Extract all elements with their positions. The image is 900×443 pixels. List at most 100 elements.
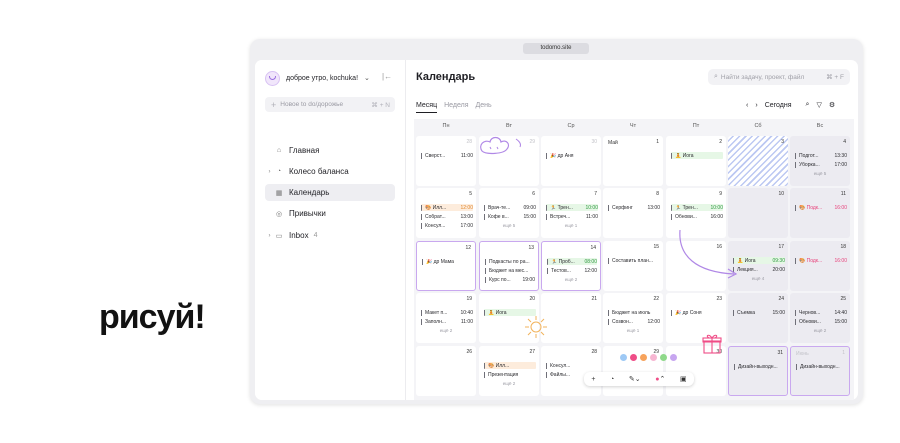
sidebar-item-inbox[interactable]: › ▭ Inbox 4 <box>265 227 395 244</box>
sidebar-item-habits[interactable]: ◎ Привычки <box>265 205 395 222</box>
calendar-event[interactable]: 🎨 Подк... 16:00 <box>795 204 847 211</box>
more-events-link[interactable]: ещё 2 <box>564 277 578 282</box>
calendar-event[interactable]: 🎨 Илл... 12:00 <box>421 204 473 211</box>
more-events-link[interactable]: ещё 1 <box>564 223 578 228</box>
today-button[interactable]: Сегодня <box>764 101 792 109</box>
calendar-event[interactable]: Подкасты по ра... <box>485 258 535 265</box>
collapse-sidebar-icon[interactable]: |← <box>382 72 393 81</box>
color-swatch[interactable] <box>650 354 657 361</box>
day-cell[interactable]: 22 Бюджет на июль Созвон... 12:00 ещё 1 <box>603 293 663 343</box>
day-cell[interactable]: 28 Сверст... 11:00 <box>416 136 476 186</box>
day-cell[interactable]: 14 🏃 Проб... 08:00 Тестов... 12:00 ещё 2 <box>541 241 601 291</box>
more-events-link[interactable]: ещё 2 <box>502 381 516 386</box>
calendar-event[interactable]: 🎉 др Аня <box>546 152 598 159</box>
more-events-link[interactable]: ещё 4 <box>751 276 765 281</box>
prev-icon[interactable]: ‹ <box>746 101 749 109</box>
calendar-event[interactable]: Заполн... 11:00 <box>421 318 473 325</box>
more-events-link[interactable]: ещё 5 <box>502 223 516 228</box>
chevron-right-icon[interactable]: › <box>268 232 271 239</box>
day-cell[interactable]: 5 🎨 Илл... 12:00 Собрат... 13:00 Консул... 17:… <box>416 188 476 238</box>
day-cell[interactable]: 31 Дизайн-выходн... <box>728 346 788 396</box>
day-cell[interactable]: 26 <box>416 346 476 396</box>
new-task-input[interactable]: + Новое to do/дорожье ⌘ + N <box>265 97 395 112</box>
day-cell[interactable]: 1 Июнь Дизайн-выходн... <box>790 346 850 396</box>
calendar-event[interactable]: Сверст... 11:00 <box>421 152 473 159</box>
calendar-event[interactable]: Лекция... 20:00 <box>733 266 785 273</box>
day-cell[interactable]: 11 🎨 Подк... 16:00 <box>790 188 850 238</box>
pen-icon[interactable]: ✎⌄ <box>628 376 641 383</box>
day-cell[interactable]: 27 🎨 Илл... Презентация ещё 2 <box>479 346 539 396</box>
calendar-event[interactable]: Собрат... 13:00 <box>421 213 473 220</box>
day-cell[interactable]: 25 Чернов... 14:40 Обнови... 15:00 ещё 2 <box>790 293 850 343</box>
chevron-right-icon[interactable]: › <box>268 168 271 175</box>
calendar-event[interactable]: Встреч... 11:00 <box>546 213 598 220</box>
filter-icon[interactable]: ▽ <box>816 102 822 109</box>
calendar-event[interactable]: Обнови... 15:00 <box>795 318 847 325</box>
calendar-event[interactable]: Презентация <box>484 371 536 378</box>
calendar-event[interactable]: 🎨 Илл... <box>484 362 536 369</box>
calendar-event[interactable]: Бюджет на мес... <box>485 267 535 274</box>
day-cell[interactable]: 13 Подкасты по ра... Бюджет на мес... Курс … <box>479 241 539 291</box>
tab-month[interactable]: Месяц <box>416 102 438 113</box>
calendar-event[interactable]: Дизайн-выходн... <box>796 363 846 370</box>
more-events-link[interactable]: ещё 2 <box>813 328 827 333</box>
day-cell[interactable]: 10 <box>728 188 788 238</box>
calendar-event[interactable]: Уборка... 17:00 <box>795 161 847 168</box>
day-cell[interactable]: 4 Подгот... 13:30 Уборка... 17:00 ещё 5 <box>790 136 850 186</box>
calendar-event[interactable]: Созвон... 12:00 <box>608 318 660 325</box>
calendar-event[interactable]: Врач-те... 09:00 <box>484 204 536 211</box>
color-swatch[interactable] <box>640 354 647 361</box>
calendar-event[interactable]: 🧘 Йога <box>484 309 536 316</box>
calendar-event[interactable]: Подгот... 13:30 <box>795 152 847 159</box>
calendar-event[interactable]: Обнови... 16:00 <box>671 213 723 220</box>
more-events-link[interactable]: ещё 5 <box>813 171 827 176</box>
day-cell[interactable]: 3 <box>728 136 788 186</box>
image-icon[interactable]: ▣ <box>680 376 687 383</box>
calendar-event[interactable]: Съемка 15:00 <box>733 309 785 316</box>
search-icon[interactable]: ⌕ <box>805 101 810 108</box>
calendar-event[interactable]: 🏃 Проб... 08:00 <box>547 258 597 265</box>
plus-icon[interactable]: + <box>591 375 596 383</box>
day-cell[interactable]: 28 Консул... Файлы... <box>541 346 601 396</box>
color-swatch[interactable] <box>620 354 627 361</box>
calendar-event[interactable]: Консул... 17:00 <box>421 222 473 229</box>
more-events-link[interactable]: ещё 1 <box>626 328 640 333</box>
color-swatch[interactable] <box>660 354 667 361</box>
tab-week[interactable]: Неделя <box>444 102 469 109</box>
day-cell[interactable]: 1 Май <box>603 136 663 186</box>
day-cell[interactable]: 6 Врач-те... 09:00 Кофе в... 15:00 ещё 5 <box>479 188 539 238</box>
calendar-event[interactable]: Составить план... <box>608 257 660 264</box>
gear-icon[interactable]: ⚙ <box>828 102 836 109</box>
day-cell[interactable]: 18 🎨 Подк... 16:00 <box>790 241 850 291</box>
sidebar-item-calendar[interactable]: ▦ Календарь <box>265 184 395 201</box>
calendar-event[interactable]: Бюджет на июль <box>608 309 660 316</box>
day-cell[interactable]: 15 Составить план... <box>603 241 663 291</box>
color-icon[interactable]: ●⌃ <box>655 376 666 383</box>
calendar-event[interactable]: 🏃 Трен... 10:00 <box>671 204 723 211</box>
calendar-event[interactable]: 🏃 Трен... 10:00 <box>546 204 598 211</box>
calendar-event[interactable]: 🎉 др Соня <box>671 309 723 316</box>
calendar-event[interactable]: Кофе в... 15:00 <box>484 213 536 220</box>
day-cell[interactable]: 17 🧘 Йога 09:30 Лекция... 20:00 ещё 4 <box>728 241 788 291</box>
sidebar-item-home[interactable]: ⌂ Главная <box>265 142 395 159</box>
day-cell[interactable]: 16 <box>666 241 726 291</box>
next-icon[interactable]: › <box>755 101 758 109</box>
color-swatch[interactable] <box>670 354 677 361</box>
calendar-event[interactable]: Тестов... 12:00 <box>547 267 597 274</box>
day-cell[interactable]: 21 <box>541 293 601 343</box>
day-cell[interactable]: 23 🎉 др Соня <box>666 293 726 343</box>
calendar-event[interactable]: 🧘 Йога <box>671 152 723 159</box>
day-cell[interactable]: 19 Макет п... 10:40 Заполн... 11:00 ещё 2 <box>416 293 476 343</box>
calendar-event[interactable]: 🎨 Подк... 16:00 <box>795 257 847 264</box>
sidebar-item-balance-wheel[interactable]: › ◔ Колесо баланса <box>265 163 395 180</box>
calendar-event[interactable]: Макет п... 10:40 <box>421 309 473 316</box>
day-cell[interactable]: 30 🎉 др Аня <box>541 136 601 186</box>
day-cell[interactable]: 24 Съемка 15:00 <box>728 293 788 343</box>
search-input[interactable]: ⌕ Найти задачу, проект, файл ⌘ + F <box>708 69 850 85</box>
day-cell[interactable]: 9 🏃 Трен... 10:00 Обнови... 16:00 <box>666 188 726 238</box>
url-bar[interactable]: todomo.site <box>523 43 589 54</box>
more-events-link[interactable]: ещё 2 <box>439 328 453 333</box>
calendar-event[interactable]: Чернов... 14:40 <box>795 309 847 316</box>
day-cell[interactable]: 7 🏃 Трен... 10:00 Встреч... 11:00 ещё 1 <box>541 188 601 238</box>
tab-day[interactable]: День <box>475 102 492 109</box>
